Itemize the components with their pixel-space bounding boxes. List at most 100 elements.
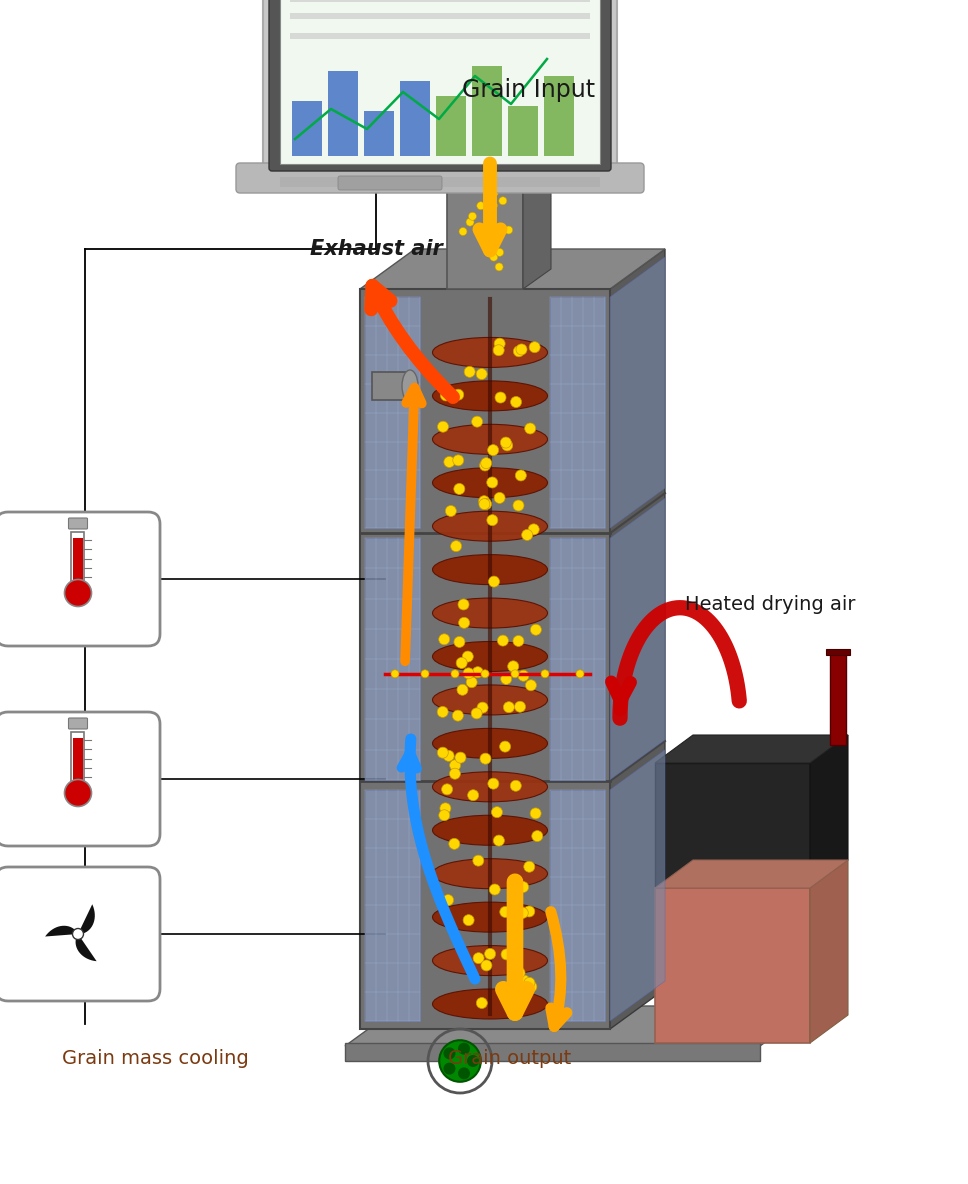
Circle shape	[449, 768, 461, 779]
Circle shape	[500, 674, 512, 684]
Bar	[345, 1043, 760, 1061]
Circle shape	[481, 670, 489, 677]
Circle shape	[495, 161, 502, 169]
Circle shape	[459, 227, 467, 236]
Circle shape	[503, 702, 514, 713]
Circle shape	[73, 928, 83, 939]
Circle shape	[510, 397, 522, 407]
Circle shape	[488, 778, 499, 790]
Circle shape	[455, 156, 464, 165]
Ellipse shape	[433, 511, 548, 541]
Text: Grain Input: Grain Input	[463, 78, 595, 102]
Polygon shape	[655, 735, 848, 762]
Circle shape	[477, 702, 488, 713]
Polygon shape	[523, 134, 551, 289]
FancyBboxPatch shape	[69, 519, 87, 529]
Circle shape	[517, 907, 529, 919]
Circle shape	[480, 498, 492, 509]
Circle shape	[445, 506, 456, 516]
Bar	[73, 538, 83, 583]
Text: Grain output: Grain output	[448, 1049, 572, 1068]
Circle shape	[487, 477, 498, 488]
Circle shape	[471, 416, 483, 427]
Ellipse shape	[433, 642, 548, 671]
Bar	[655, 762, 810, 888]
Circle shape	[477, 201, 485, 210]
Circle shape	[455, 752, 466, 764]
Circle shape	[65, 579, 92, 606]
Circle shape	[576, 670, 584, 677]
Polygon shape	[610, 749, 665, 1021]
Circle shape	[441, 784, 453, 794]
Circle shape	[530, 807, 541, 819]
Circle shape	[514, 967, 525, 978]
Bar	[550, 539, 605, 780]
Polygon shape	[655, 860, 848, 888]
Circle shape	[453, 390, 464, 400]
Bar	[372, 372, 410, 400]
Circle shape	[443, 457, 455, 468]
Circle shape	[478, 496, 490, 507]
Circle shape	[489, 577, 499, 587]
Ellipse shape	[433, 598, 548, 628]
Circle shape	[496, 249, 503, 257]
Circle shape	[498, 635, 508, 646]
Circle shape	[452, 710, 464, 721]
Circle shape	[501, 440, 513, 451]
Circle shape	[479, 498, 490, 509]
Circle shape	[391, 670, 399, 677]
Bar	[550, 790, 605, 1021]
Circle shape	[495, 263, 503, 271]
Polygon shape	[610, 257, 665, 528]
Polygon shape	[78, 905, 95, 934]
Bar	[280, 0, 600, 165]
Circle shape	[449, 838, 460, 849]
Circle shape	[522, 529, 532, 540]
Circle shape	[473, 953, 484, 964]
Circle shape	[519, 976, 529, 986]
FancyBboxPatch shape	[269, 0, 611, 170]
Circle shape	[494, 835, 504, 847]
Circle shape	[458, 599, 469, 610]
Bar	[365, 539, 420, 780]
Polygon shape	[345, 1006, 815, 1045]
Circle shape	[65, 779, 92, 806]
Circle shape	[510, 780, 522, 791]
Circle shape	[463, 668, 474, 678]
Circle shape	[454, 483, 465, 495]
Circle shape	[451, 541, 462, 552]
Bar	[328, 71, 358, 156]
FancyBboxPatch shape	[0, 867, 160, 1000]
Circle shape	[501, 948, 512, 960]
Circle shape	[457, 684, 468, 695]
Circle shape	[458, 1043, 470, 1055]
Ellipse shape	[433, 337, 548, 367]
Circle shape	[504, 226, 513, 234]
Circle shape	[513, 500, 524, 511]
Circle shape	[463, 651, 473, 662]
Ellipse shape	[433, 858, 548, 889]
Circle shape	[443, 1063, 456, 1075]
Polygon shape	[610, 249, 665, 1029]
Circle shape	[439, 810, 450, 821]
Circle shape	[466, 218, 474, 226]
Circle shape	[488, 445, 499, 456]
Circle shape	[476, 997, 487, 1009]
Bar	[544, 76, 574, 156]
Text: Exhaust air: Exhaust air	[310, 239, 442, 259]
Circle shape	[531, 831, 543, 842]
Polygon shape	[76, 934, 97, 961]
Bar	[655, 888, 810, 1043]
Ellipse shape	[433, 468, 548, 497]
Bar	[290, 13, 590, 19]
Bar	[290, 33, 590, 39]
Circle shape	[530, 624, 541, 636]
Circle shape	[467, 1055, 479, 1067]
Circle shape	[450, 760, 461, 771]
Bar	[73, 738, 83, 781]
Circle shape	[469, 212, 476, 220]
Circle shape	[529, 342, 540, 353]
Bar	[290, 0, 590, 2]
Circle shape	[518, 670, 529, 681]
Bar	[826, 649, 850, 655]
